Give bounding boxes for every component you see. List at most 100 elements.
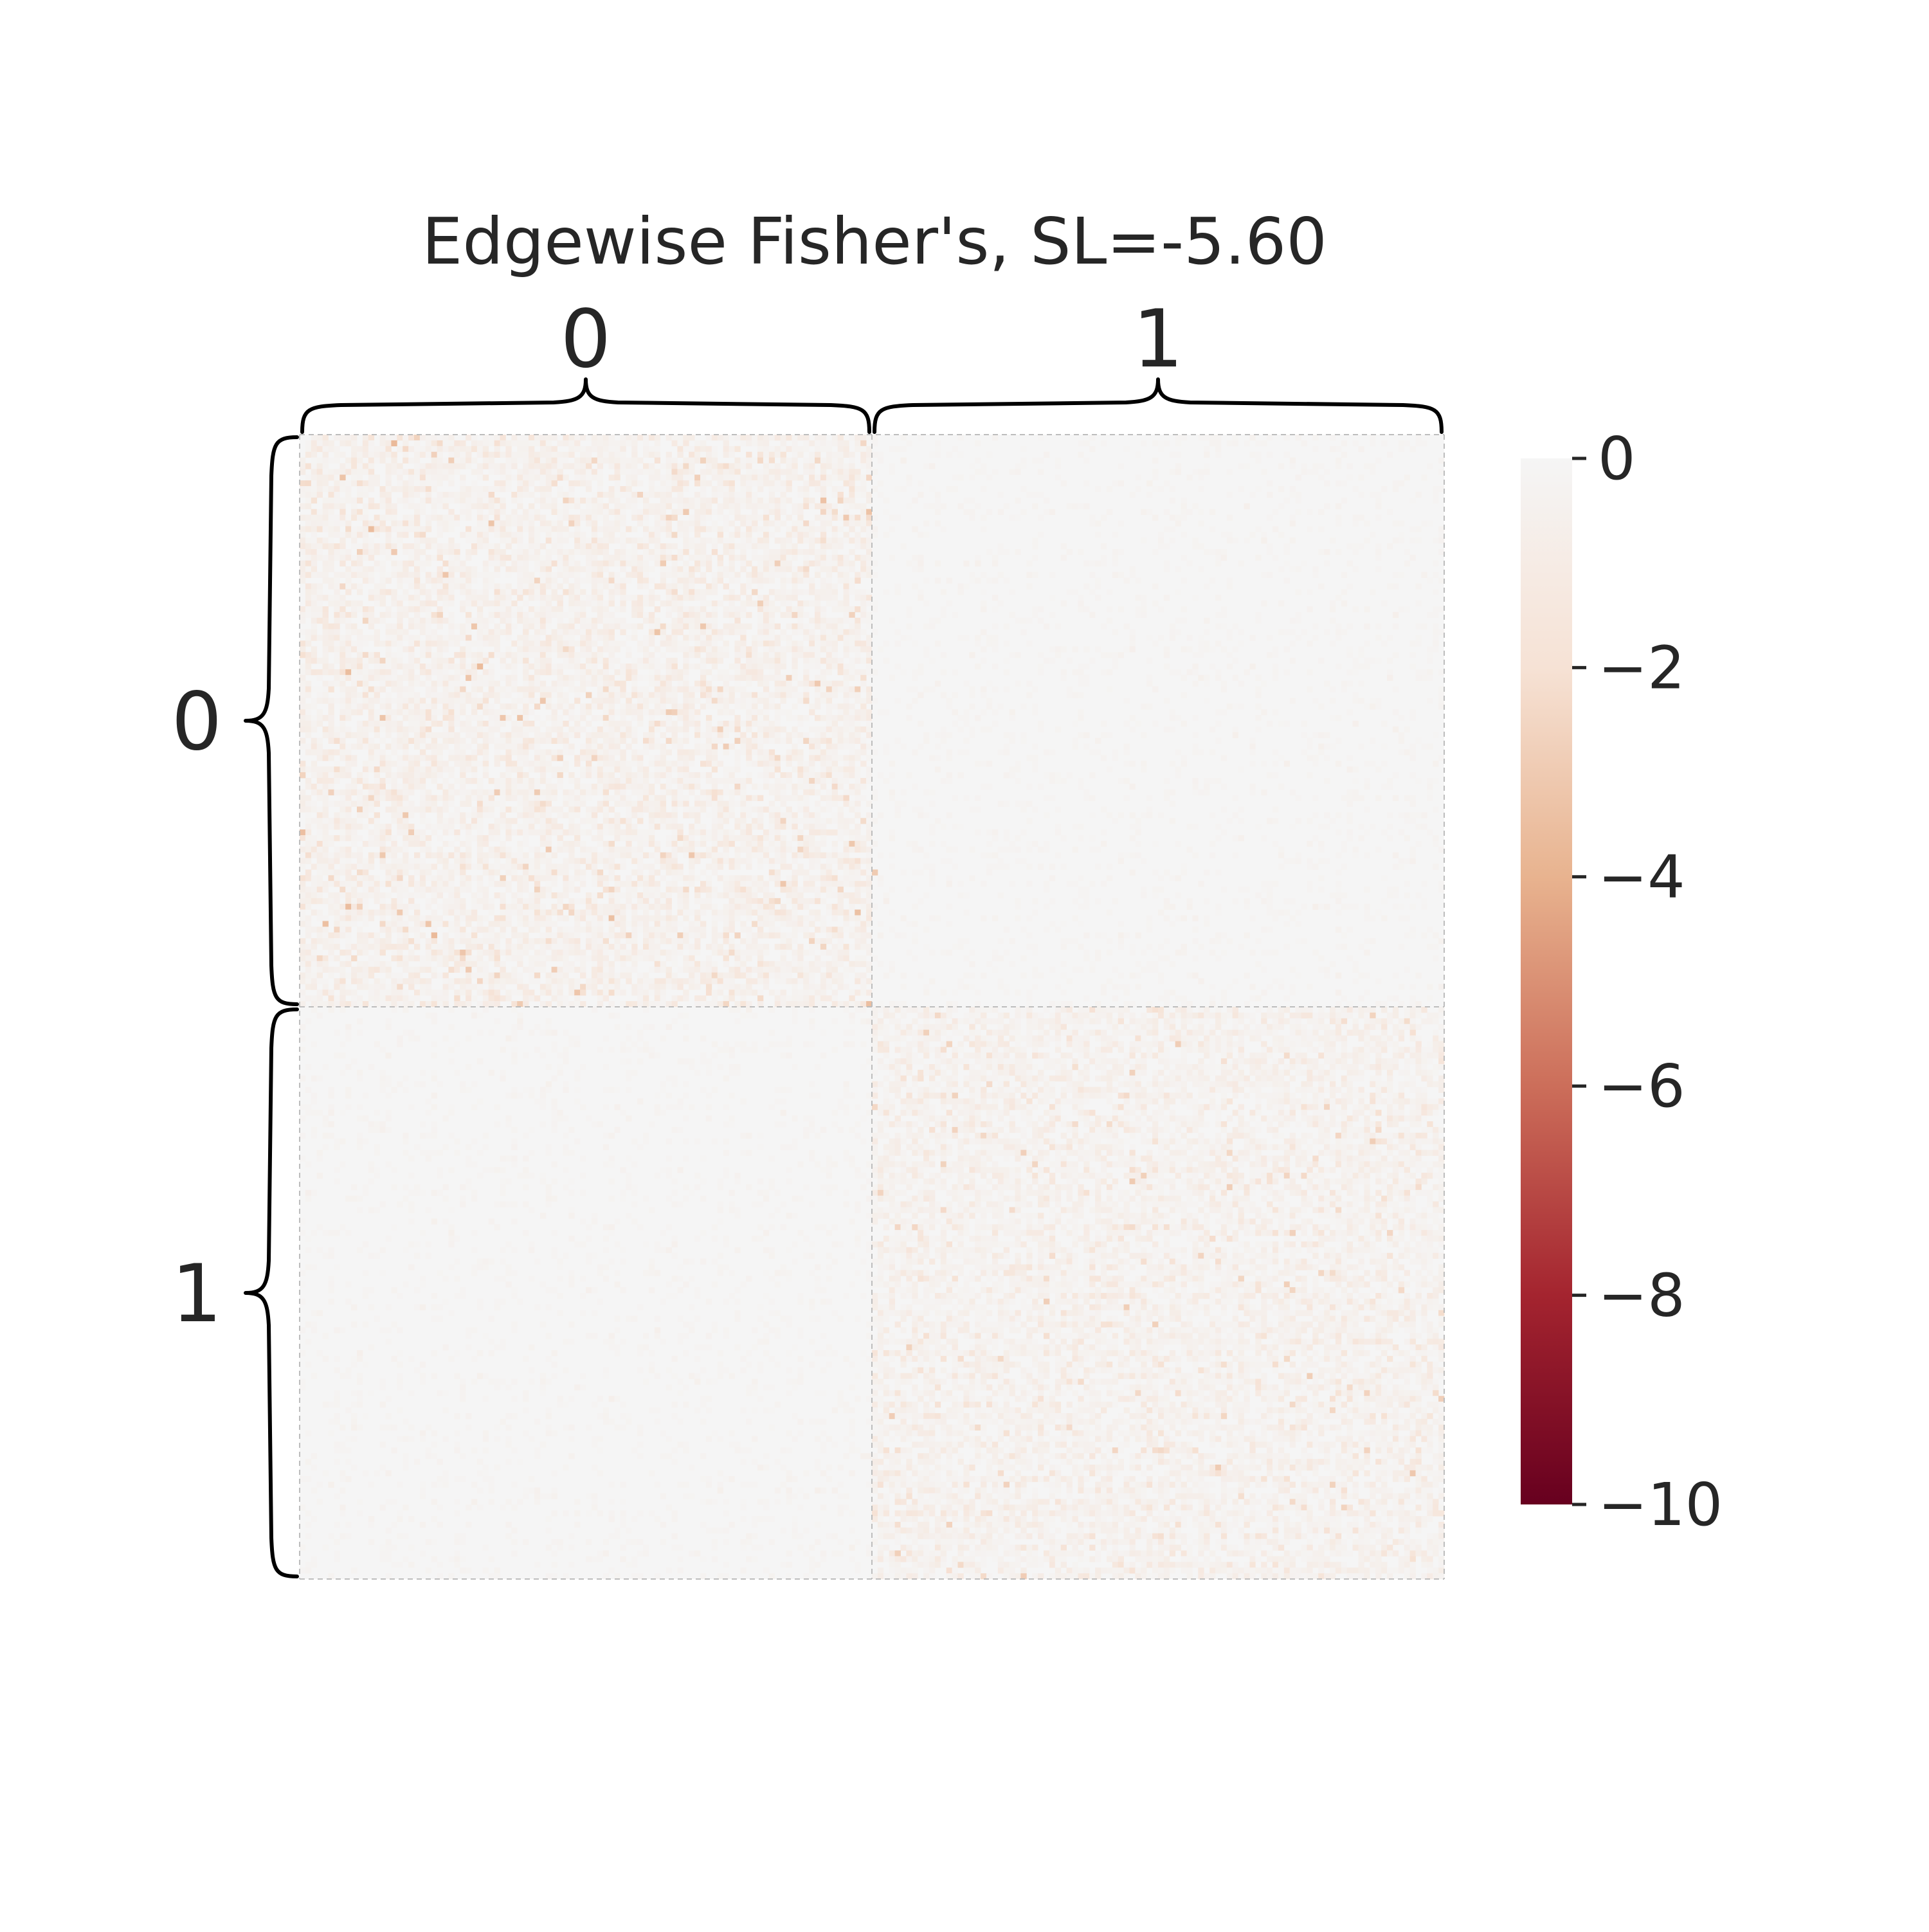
heatmap-cell <box>517 532 523 537</box>
heatmap-cell <box>844 664 849 669</box>
heatmap-cell <box>769 624 775 629</box>
heatmap-cell <box>408 595 414 600</box>
heatmap-cell <box>523 486 529 492</box>
heatmap-cell <box>826 801 832 807</box>
heatmap-cell <box>534 658 540 664</box>
heatmap-cell <box>517 795 523 801</box>
heatmap-cell <box>689 778 694 784</box>
heatmap-cell <box>546 469 552 474</box>
heatmap-cell <box>718 561 723 566</box>
heatmap-cell <box>471 498 477 503</box>
heatmap-cell <box>660 721 666 727</box>
heatmap-cell <box>345 578 351 584</box>
heatmap-cell <box>683 784 689 790</box>
heatmap-cell <box>540 721 546 727</box>
heatmap-cell <box>511 515 517 521</box>
heatmap-cell <box>797 537 803 543</box>
heatmap-cell <box>443 761 449 766</box>
heatmap-cell <box>511 612 517 618</box>
heatmap-cell <box>609 664 615 669</box>
heatmap-cell <box>534 738 540 744</box>
heatmap-cell <box>718 675 723 681</box>
heatmap-cell <box>712 435 718 440</box>
heatmap-cell <box>815 715 820 721</box>
heatmap-cell <box>815 738 820 744</box>
heatmap-cell <box>426 629 431 635</box>
heatmap-cell <box>597 669 603 675</box>
heatmap-cell <box>631 790 637 795</box>
heatmap-cell <box>340 766 345 772</box>
heatmap-cell <box>626 727 631 732</box>
heatmap-cell <box>511 509 517 515</box>
heatmap-cell <box>660 509 666 515</box>
heatmap-cell <box>615 658 620 664</box>
heatmap-cell <box>471 458 477 464</box>
heatmap-cell <box>734 469 740 474</box>
heatmap-cell <box>723 698 729 703</box>
heatmap-cell <box>552 572 557 578</box>
heatmap-cell <box>672 766 678 772</box>
heatmap-cell <box>431 698 437 703</box>
heatmap-cell <box>300 458 305 464</box>
heatmap-cell <box>746 503 752 509</box>
heatmap-cell <box>757 744 763 750</box>
heatmap-cell <box>443 732 449 738</box>
heatmap-cell <box>838 458 844 464</box>
heatmap-cell <box>655 503 660 509</box>
heatmap-cell <box>855 595 860 600</box>
heatmap-cell <box>763 498 769 503</box>
heatmap-cell <box>386 549 392 555</box>
heatmap-cell <box>712 807 718 813</box>
heatmap-cell <box>597 549 603 555</box>
heatmap-cell <box>529 440 534 446</box>
heatmap-cell <box>637 784 643 790</box>
heatmap-cell <box>391 566 397 572</box>
heatmap-cell <box>529 692 534 698</box>
heatmap-cell <box>786 692 792 698</box>
heatmap-cell <box>437 646 443 652</box>
heatmap-cell <box>786 446 792 452</box>
heatmap-cell <box>483 595 489 600</box>
heatmap-cell <box>397 664 403 669</box>
heatmap-cell <box>792 549 797 555</box>
heatmap-cell <box>351 458 357 464</box>
heatmap-cell <box>757 435 763 440</box>
heatmap-cell <box>523 435 529 440</box>
heatmap-cell <box>809 583 815 589</box>
heatmap-cell <box>557 772 563 778</box>
heatmap-cell <box>351 543 357 549</box>
heatmap-cell <box>403 526 408 532</box>
heatmap-cell <box>414 521 420 527</box>
heatmap-cell <box>552 583 557 589</box>
heatmap-cell <box>300 561 305 566</box>
heatmap-cell <box>740 784 746 790</box>
heatmap-cell <box>797 566 803 572</box>
heatmap-cell <box>849 687 855 692</box>
heatmap-cell <box>832 635 838 641</box>
heatmap-cell <box>694 664 700 669</box>
heatmap-cell <box>677 772 683 778</box>
heatmap-cell <box>374 755 380 761</box>
heatmap-cell <box>534 778 540 784</box>
heatmap-cell <box>426 624 431 629</box>
heatmap-cell <box>397 721 403 727</box>
heatmap-cell <box>334 555 340 561</box>
heatmap-cell <box>351 744 357 750</box>
heatmap-cell <box>763 458 769 464</box>
heatmap-cell <box>380 446 386 452</box>
heatmap-cell <box>540 807 546 813</box>
heatmap-cell <box>329 561 334 566</box>
heatmap-cell <box>477 629 483 635</box>
heatmap-cell <box>546 492 552 498</box>
heatmap-cell <box>666 761 672 766</box>
heatmap-cell <box>540 526 546 532</box>
heatmap-cell <box>655 772 660 778</box>
heatmap-cell <box>609 795 615 801</box>
heatmap-cell <box>345 795 351 801</box>
heatmap-cell <box>574 784 580 790</box>
heatmap-cell <box>655 669 660 675</box>
heatmap-cell <box>700 703 706 709</box>
heatmap-cell <box>340 795 345 801</box>
heatmap-cell <box>792 446 797 452</box>
heatmap-cell <box>781 549 786 555</box>
